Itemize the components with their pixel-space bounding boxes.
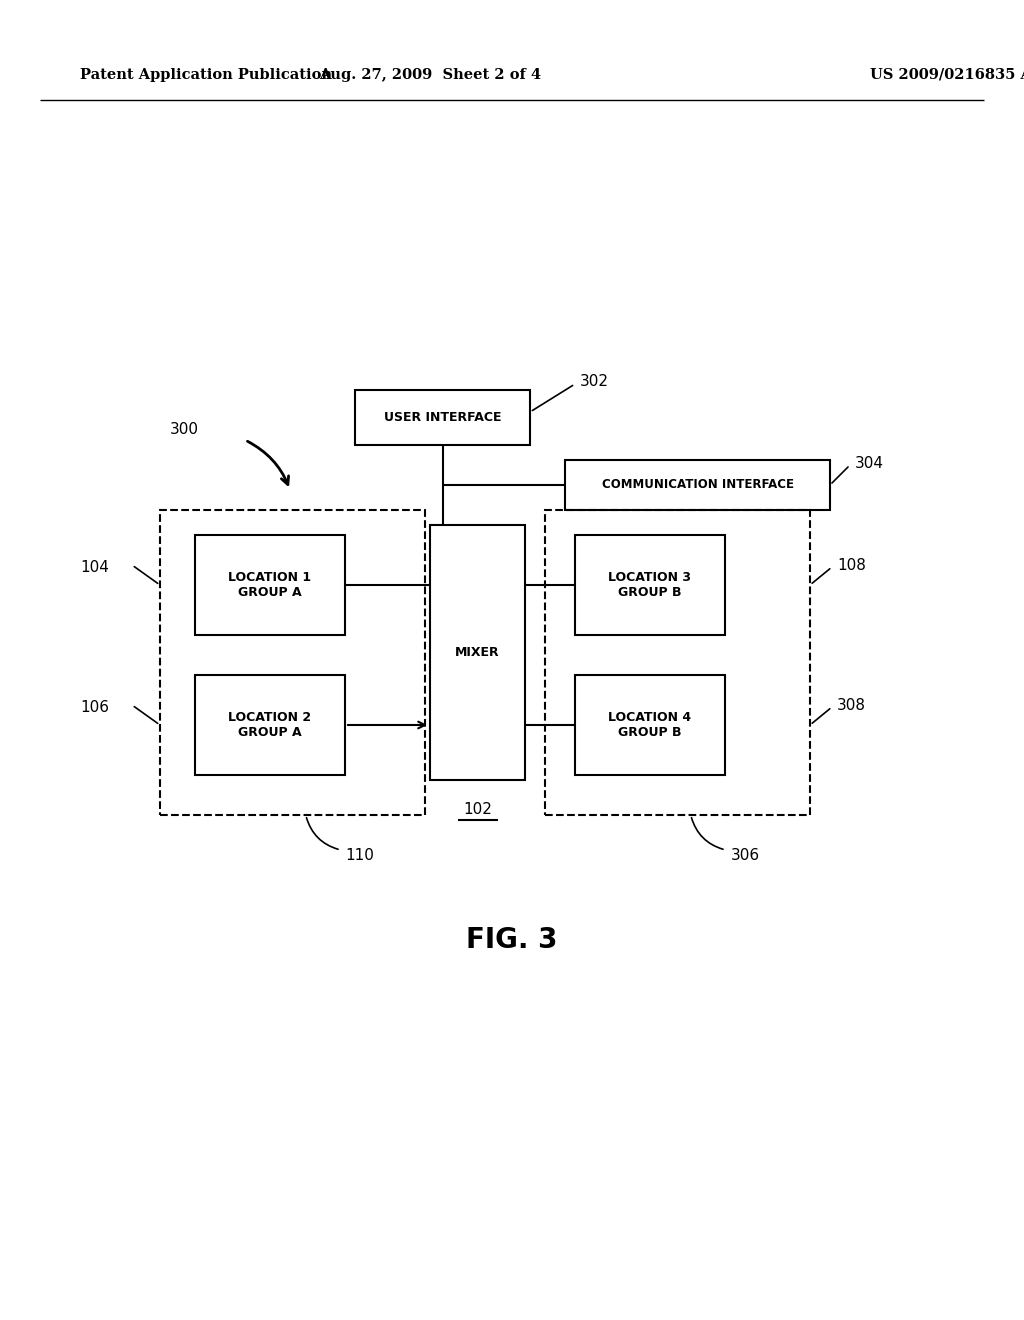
Text: Patent Application Publication: Patent Application Publication xyxy=(80,69,332,82)
Text: LOCATION 1
GROUP A: LOCATION 1 GROUP A xyxy=(228,572,311,599)
Text: 302: 302 xyxy=(580,375,609,389)
Bar xyxy=(430,525,525,780)
Text: 300: 300 xyxy=(170,422,199,437)
Text: 106: 106 xyxy=(80,700,109,714)
Bar xyxy=(195,675,345,775)
Text: Aug. 27, 2009  Sheet 2 of 4: Aug. 27, 2009 Sheet 2 of 4 xyxy=(318,69,541,82)
Text: MIXER: MIXER xyxy=(456,645,500,659)
Bar xyxy=(355,389,530,445)
Text: 110: 110 xyxy=(346,847,375,862)
Text: US 2009/0216835 A1: US 2009/0216835 A1 xyxy=(870,69,1024,82)
Bar xyxy=(565,459,830,510)
Text: 102: 102 xyxy=(463,803,492,817)
Bar xyxy=(545,510,810,814)
Text: FIG. 3: FIG. 3 xyxy=(466,927,558,954)
Bar xyxy=(160,510,425,814)
Text: USER INTERFACE: USER INTERFACE xyxy=(384,411,502,424)
Text: LOCATION 2
GROUP A: LOCATION 2 GROUP A xyxy=(228,711,311,739)
Text: 308: 308 xyxy=(837,697,866,713)
Text: 108: 108 xyxy=(837,557,866,573)
Text: 104: 104 xyxy=(80,560,109,574)
Bar xyxy=(575,535,725,635)
Text: COMMUNICATION INTERFACE: COMMUNICATION INTERFACE xyxy=(601,479,794,491)
Text: 304: 304 xyxy=(855,455,884,470)
Text: LOCATION 4
GROUP B: LOCATION 4 GROUP B xyxy=(608,711,691,739)
Bar xyxy=(195,535,345,635)
Text: LOCATION 3
GROUP B: LOCATION 3 GROUP B xyxy=(608,572,691,599)
Bar xyxy=(575,675,725,775)
Text: 306: 306 xyxy=(731,847,760,862)
